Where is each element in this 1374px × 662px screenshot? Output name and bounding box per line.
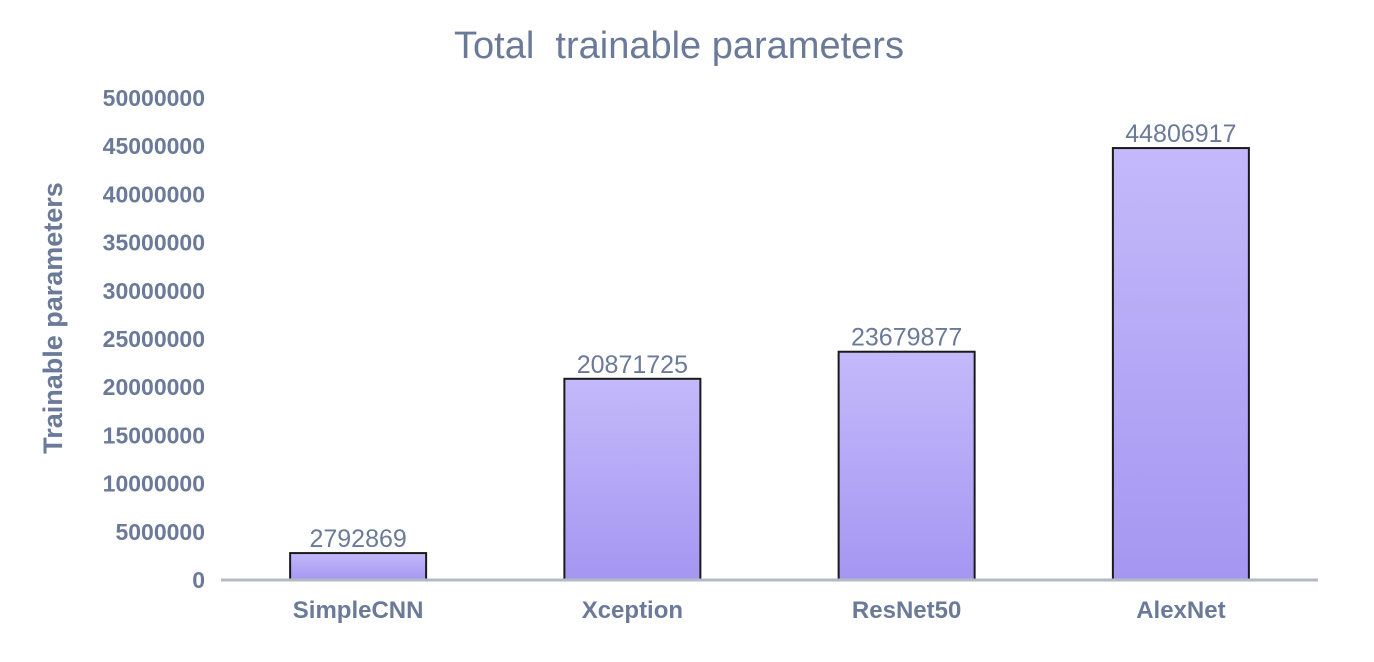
bar-simplecnn: [289, 552, 428, 581]
y-tick-label: 25000000: [103, 326, 205, 352]
data-label: 20871725: [577, 351, 688, 379]
x-tick-label: SimpleCNN: [293, 597, 424, 624]
bar-resnet50: [837, 350, 976, 581]
y-tick-label: 10000000: [103, 471, 205, 497]
y-axis-label: Trainable parameters: [38, 182, 68, 454]
data-label: 23679877: [851, 324, 962, 352]
y-tick-label: 15000000: [103, 422, 205, 448]
x-tick-label: Xception: [582, 597, 683, 624]
x-tick-label: AlexNet: [1136, 597, 1225, 624]
data-label: 44806917: [1125, 120, 1236, 148]
x-tick-label: ResNet50: [852, 597, 961, 624]
y-axis-ticks: 0 5000000 10000000 15000000 20000000 25000000…: [103, 85, 205, 593]
y-tick-label: 35000000: [103, 230, 205, 256]
chart-title: Total trainable parameters: [454, 25, 904, 67]
y-tick-label: 20000000: [103, 374, 205, 400]
bar-alexnet: [1111, 147, 1250, 582]
y-tick-label: 0: [192, 567, 205, 593]
y-tick-label: 30000000: [103, 278, 205, 304]
data-labels: 2792869 20871725 23679877 44806917: [309, 120, 1236, 553]
x-axis-ticks: SimpleCNN Xception ResNet50 AlexNet: [293, 597, 1226, 624]
y-tick-label: 40000000: [103, 181, 205, 207]
y-tick-label: 50000000: [103, 85, 205, 111]
bar-xception: [563, 377, 702, 581]
y-tick-label: 45000000: [103, 133, 205, 159]
y-tick-label: 5000000: [115, 519, 205, 545]
data-label: 2792869: [309, 525, 406, 553]
bars: [289, 147, 1250, 582]
